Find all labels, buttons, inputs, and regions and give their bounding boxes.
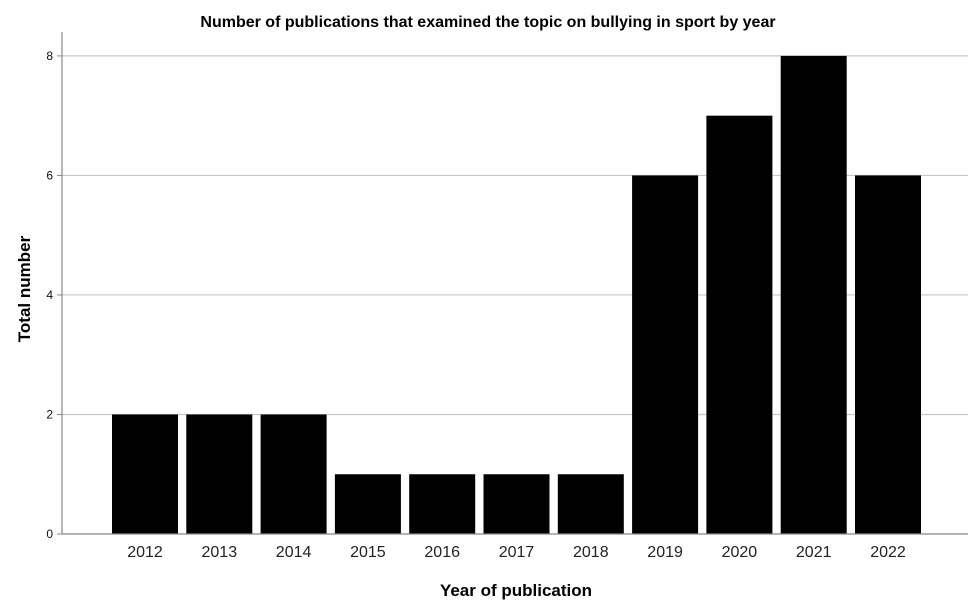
axes (57, 32, 968, 535)
x-tick-label: 2013 (202, 544, 238, 561)
x-axis-title: Year of publication (440, 581, 592, 600)
x-tick-labels: 2012 2013 2014 2015 2016 2017 2018 2019 2020 2021… (127, 544, 906, 561)
y-tick-label: 6 (46, 168, 53, 182)
bar-2012 (112, 414, 178, 534)
bar-2014 (260, 414, 327, 534)
chart-title: Number of publications that examined the… (200, 14, 775, 31)
x-tick-label: 2016 (424, 544, 460, 561)
x-tick-label: 2022 (870, 544, 906, 561)
bar-2017 (483, 474, 550, 534)
x-tick-label: 2012 (127, 544, 163, 561)
y-axis-title: Total number (15, 235, 34, 342)
x-tick-label: 2019 (647, 544, 683, 561)
bar-2022 (855, 175, 921, 534)
bar-2016 (409, 474, 476, 534)
y-tick-label: 0 (46, 527, 53, 541)
bar-2019 (632, 175, 699, 534)
x-tick-label: 2014 (276, 544, 312, 561)
y-tick-label: 8 (46, 49, 53, 63)
bar-2018 (557, 474, 624, 534)
bar-2013 (186, 414, 253, 534)
bar-2021 (780, 55, 847, 535)
x-tick-label: 2018 (573, 544, 609, 561)
x-tick-label: 2017 (499, 544, 535, 561)
bar-2015 (334, 474, 401, 534)
x-tick-label: 2021 (796, 544, 832, 561)
bars (112, 55, 921, 535)
y-tick-label: 4 (46, 288, 53, 302)
x-tick-label: 2020 (722, 544, 758, 561)
y-tick-label: 2 (46, 407, 53, 421)
y-tick-labels: 0 2 4 6 8 (46, 49, 53, 541)
bar-2020 (706, 115, 773, 535)
x-tick-label: 2015 (350, 544, 386, 561)
